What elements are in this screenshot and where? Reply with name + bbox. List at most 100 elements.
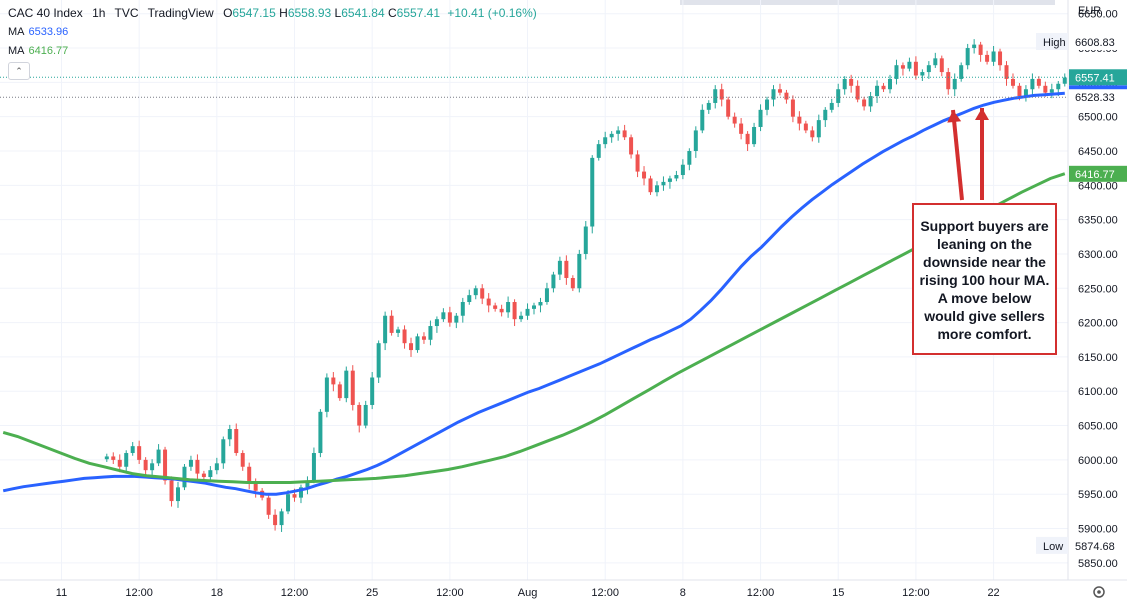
candle-body (920, 72, 925, 76)
candlestick-series (104, 39, 1067, 532)
candle-body (596, 144, 601, 158)
candle-body (816, 120, 821, 138)
y-tick-label: 6050.00 (1078, 421, 1118, 433)
candle-body (836, 89, 841, 103)
candle-body (855, 85, 860, 100)
candle-body (959, 65, 964, 79)
candle-body (150, 463, 155, 471)
y-tick-label: 6100.00 (1078, 386, 1118, 398)
collapse-legend-chevron-icon[interactable]: ⌃ (8, 62, 30, 80)
candle-body (609, 133, 614, 138)
candle-body (732, 116, 737, 124)
candle-body (460, 302, 465, 316)
x-tick-label: 12:00 (591, 587, 619, 599)
high-tag-bg (1069, 33, 1127, 50)
candle-body (907, 61, 912, 69)
candle-body (383, 315, 388, 344)
candle-body (661, 181, 666, 186)
candle-body (946, 72, 951, 90)
interval-label[interactable]: 1h (92, 6, 106, 20)
candle-body (622, 130, 627, 138)
x-tick-label: 12:00 (902, 587, 930, 599)
candle-body (447, 312, 452, 323)
annotation-callout: Support buyers are leaning on the downsi… (912, 203, 1057, 355)
candle-body (467, 295, 472, 303)
candle-body (939, 58, 944, 73)
candle-body (111, 456, 116, 460)
candle-body (130, 446, 135, 454)
high-tag-side-bg (1036, 32, 1068, 50)
candle-body (396, 329, 401, 333)
settings-gear-icon[interactable] (1093, 586, 1105, 598)
x-tick-label: 8 (680, 587, 686, 599)
candle-body (499, 308, 504, 313)
candle-body (402, 329, 407, 344)
candle-body (829, 102, 834, 110)
candle-body (603, 137, 608, 145)
candle-body (583, 226, 588, 254)
candle-body (687, 151, 692, 165)
low-label: L (334, 6, 342, 20)
platform-label: TradingView (147, 6, 214, 20)
candle-body (803, 123, 808, 131)
candle-body (532, 305, 536, 309)
candle-body (221, 439, 226, 464)
low-tag-side-bg (1036, 536, 1068, 554)
candle-body (525, 308, 530, 316)
candle-body (370, 377, 375, 405)
y-tick-label: 5900.00 (1078, 524, 1118, 536)
candle-body (240, 453, 245, 467)
ma200-tag: 6416.77 (1075, 169, 1115, 181)
candle-body (188, 459, 193, 467)
candle-body (667, 178, 672, 182)
candle-body (700, 109, 705, 131)
candle-body (991, 51, 996, 62)
candle-body (972, 44, 977, 49)
ma200-legend[interactable]: MA 6416.77 (8, 45, 68, 57)
ma100-line (2, 91, 1065, 496)
x-tick-label: 12:00 (747, 587, 775, 599)
close-value: 6557.41 (396, 6, 441, 20)
y-tick-label: 6300.00 (1078, 249, 1118, 261)
candle-body (952, 78, 957, 90)
top-toolbar-strip (680, 0, 1055, 5)
candle-body (642, 171, 647, 179)
candle-body (1056, 83, 1061, 90)
high-value: 6558.93 (287, 6, 332, 20)
candle-body (421, 336, 426, 340)
candle-body (480, 288, 485, 299)
low-tag: 5874.68 (1075, 541, 1115, 553)
candle-body (564, 260, 569, 278)
candle-body (557, 260, 562, 275)
candle-body (842, 78, 847, 90)
ma100-legend[interactable]: MA 6533.96 (8, 26, 68, 38)
prev-close-tag-bg (1069, 89, 1127, 106)
candle-body (577, 253, 582, 289)
candle-body (493, 305, 498, 309)
symbol-title[interactable]: CAC 40 Index (8, 6, 83, 20)
candle-body (1049, 89, 1054, 93)
candle-body (674, 175, 679, 179)
low-value: 6541.84 (341, 6, 385, 20)
currency-label[interactable]: EUR (1078, 5, 1101, 17)
ma200-line (2, 172, 1066, 484)
y-tick-label: 6350.00 (1078, 215, 1118, 227)
annotation-arrow (951, 109, 964, 201)
candle-body (247, 466, 252, 484)
candle-body (409, 343, 414, 351)
x-tick-label: 12:00 (281, 587, 309, 599)
y-tick-label: 6000.00 (1078, 455, 1118, 467)
candle-body (888, 78, 892, 90)
candle-body (1017, 85, 1022, 97)
candle-body (454, 315, 459, 323)
price-guide-lines (0, 76, 1068, 98)
x-tick-label: 25 (366, 587, 378, 599)
y-tick-label: 6200.00 (1078, 318, 1118, 330)
candle-body (726, 99, 731, 117)
candle-body (311, 453, 316, 481)
candle-body (965, 48, 970, 66)
ma200-legend-label: MA (8, 45, 25, 57)
candle-body (745, 133, 750, 145)
candle-body (900, 65, 905, 69)
